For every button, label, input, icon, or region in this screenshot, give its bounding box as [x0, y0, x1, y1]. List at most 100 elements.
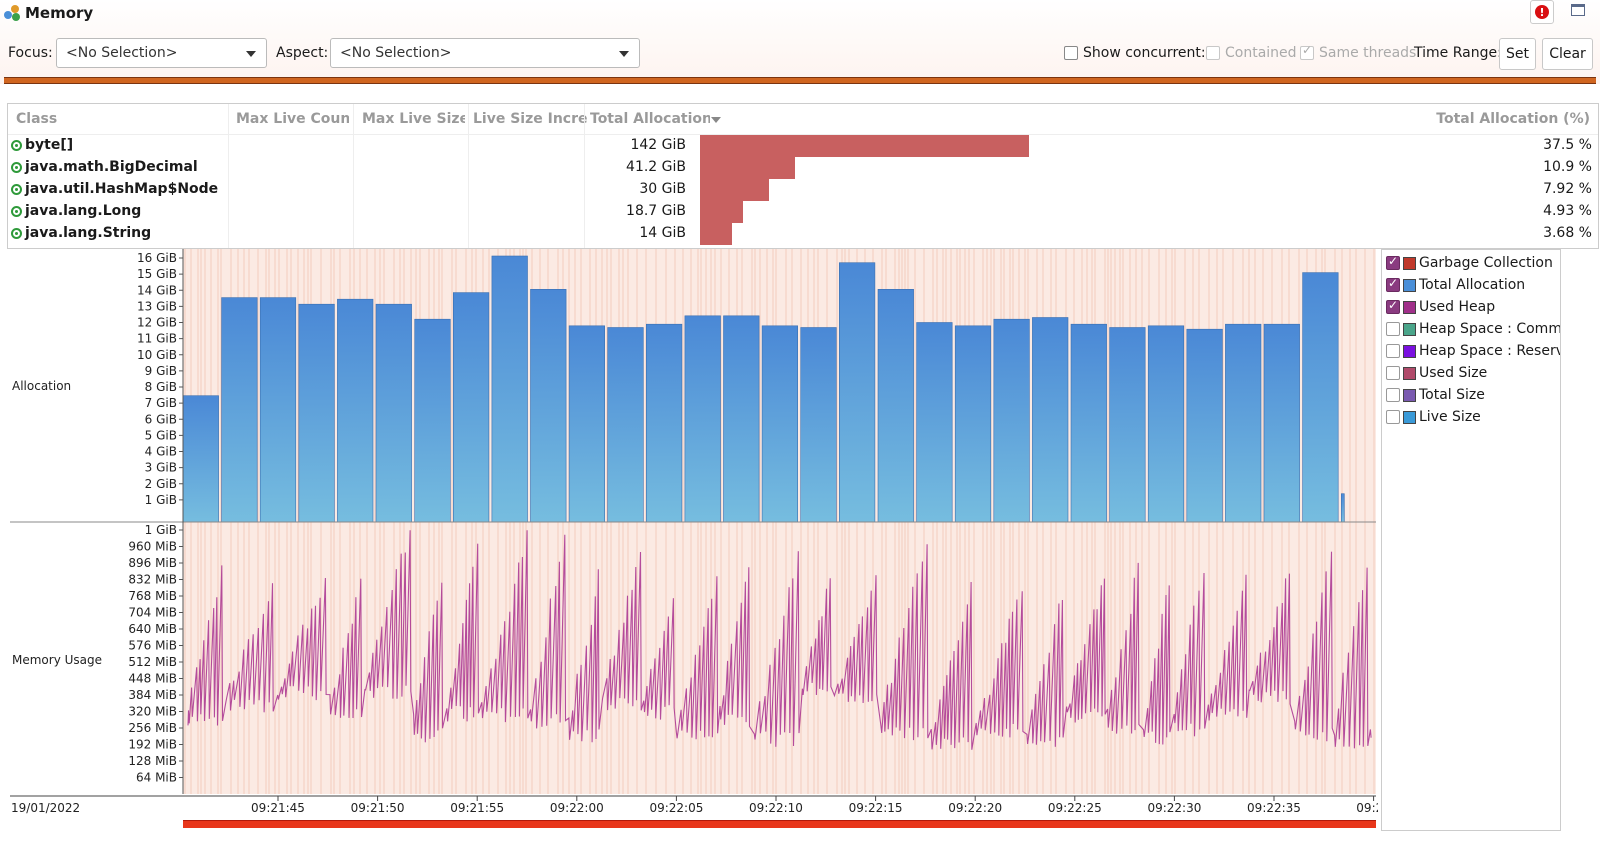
legend-item[interactable]: Total Size [1386, 385, 1485, 405]
legend-label: Heap Space : Reservec [1419, 343, 1560, 359]
legend-label: Heap Space : Committ [1419, 321, 1561, 337]
legend-item[interactable]: Live Size [1386, 407, 1481, 427]
legend-swatch [1403, 256, 1416, 270]
allocation-bar [452, 292, 490, 523]
time-range-bar[interactable] [183, 820, 1376, 828]
allocation-bar [414, 318, 451, 523]
chart-canvas[interactable]: 16 GiB 15 GiB 14 GiB 13 GiB 12 GiB 11 GiB 10 G… [10, 249, 1391, 831]
legend-item[interactable]: Heap Space : Reservec [1386, 341, 1560, 361]
total-allocation-pct: 37.5 % [1543, 137, 1592, 153]
column-total-allocation-pct[interactable]: Total Allocation (%) [1436, 111, 1590, 127]
table-row[interactable]: java.lang.String 14 GiB 3.68 % [8, 223, 1598, 245]
legend-item[interactable]: Garbage Collection [1386, 253, 1553, 273]
legend-checkbox[interactable] [1386, 322, 1400, 336]
mem-tick-label: 512 MiB [128, 655, 177, 669]
mem-tick-label: 320 MiB [128, 705, 177, 719]
focus-select[interactable]: <No Selection> [56, 38, 267, 68]
mem-tick-label: 896 MiB [128, 556, 177, 570]
x-tick-label: 09:21:45 [251, 801, 305, 815]
alloc-tick-label: 9 GiB [145, 364, 177, 378]
total-allocation-value: 41.2 GiB [626, 159, 686, 175]
toolbar: Memory ! Focus: <No Selection> Aspect: <… [0, 0, 1600, 84]
clear-button[interactable]: Clear [1542, 38, 1593, 70]
chart-legend: Garbage Collection Total Allocation Used H… [1381, 249, 1561, 831]
legend-label: Garbage Collection [1419, 255, 1553, 271]
class-icon [11, 139, 22, 151]
allocation-bar [1263, 323, 1300, 523]
mem-tick-label: 384 MiB [128, 688, 177, 702]
allocation-bar [877, 288, 914, 523]
column-class[interactable]: Class [16, 111, 58, 127]
legend-checkbox[interactable] [1386, 366, 1400, 380]
show-concurrent-checkbox[interactable] [1064, 46, 1078, 60]
class-name: java.lang.String [25, 225, 152, 241]
alloc-tick-label: 6 GiB [145, 412, 177, 426]
column-max-live-count[interactable]: Max Live Count [236, 111, 349, 127]
allocation-bar [993, 318, 1030, 523]
contained-checkbox[interactable] [1206, 46, 1220, 60]
mem-tick-label: 832 MiB [128, 573, 177, 587]
same-threads-checkbox[interactable] [1300, 43, 1314, 60]
legend-checkbox[interactable] [1386, 276, 1400, 292]
allocation-bar [723, 315, 760, 523]
allocation-bar [954, 325, 992, 523]
set-button[interactable]: Set [1499, 38, 1536, 70]
alloc-tick-label: 16 GiB [137, 251, 177, 265]
x-tick-label: 09:21:50 [351, 801, 405, 815]
allocation-bar [568, 325, 605, 523]
allocation-bar [607, 327, 644, 523]
x-tick-label: 09:22:10 [749, 801, 803, 815]
total-allocation-pct: 3.68 % [1543, 225, 1592, 241]
class-name-cell: java.lang.String [11, 225, 151, 241]
chevron-down-icon [619, 51, 629, 57]
alloc-tick-label: 15 GiB [137, 267, 177, 281]
allocation-bar [182, 395, 219, 523]
class-name-cell: java.lang.Long [11, 203, 141, 219]
legend-swatch [1403, 410, 1416, 424]
allocation-bar [337, 298, 374, 523]
legend-checkbox[interactable] [1386, 388, 1400, 402]
allocation-bar [916, 322, 953, 523]
legend-checkbox[interactable] [1386, 298, 1400, 314]
legend-swatch [1403, 344, 1416, 358]
table-header: Class Max Live Count Max Live Size Live … [8, 104, 1598, 135]
alloc-tick-label: 1 GiB [145, 493, 177, 507]
allocation-bar [221, 297, 258, 523]
legend-checkbox[interactable] [1386, 254, 1400, 270]
memory-chart[interactable]: 16 GiB 15 GiB 14 GiB 13 GiB 12 GiB 11 GiB 10 G… [10, 249, 1391, 831]
allocation-bar [1225, 323, 1262, 523]
legend-item[interactable]: Used Heap [1386, 297, 1495, 317]
table-row[interactable]: byte[] 142 GiB 37.5 % [8, 135, 1598, 157]
memory-icon [4, 4, 21, 22]
show-concurrent-label: Show concurrent: [1083, 45, 1206, 61]
table-row[interactable]: java.math.BigDecimal 41.2 GiB 10.9 % [8, 157, 1598, 179]
legend-swatch [1403, 278, 1416, 292]
x-tick-label: 09:22:35 [1247, 801, 1301, 815]
legend-checkbox[interactable] [1386, 410, 1400, 424]
legend-item[interactable]: Total Allocation [1386, 275, 1525, 295]
error-log-button[interactable]: ! [1530, 0, 1554, 24]
column-total-allocation[interactable]: Total Allocation [590, 111, 710, 127]
aspect-select[interactable]: <No Selection> [330, 38, 640, 68]
allocation-bar [1186, 328, 1223, 523]
column-max-live-size[interactable]: Max Live Size [362, 111, 465, 127]
column-live-size-increase[interactable]: Live Size Increa: [473, 111, 587, 127]
legend-item[interactable]: Heap Space : Committ [1386, 319, 1561, 339]
legend-item[interactable]: Used Size [1386, 363, 1487, 383]
legend-checkbox[interactable] [1386, 344, 1400, 358]
legend-label: Total Size [1419, 387, 1485, 403]
selection-range-bar[interactable] [4, 77, 1596, 84]
allocation-axis-label: Allocation [12, 379, 71, 393]
alloc-tick-label: 10 GiB [137, 348, 177, 362]
allocation-bar [375, 303, 412, 523]
sort-descending-icon [711, 117, 721, 123]
table-row[interactable]: java.lang.Long 18.7 GiB 4.93 % [8, 201, 1598, 223]
column-divider [468, 104, 469, 248]
alloc-tick-label: 8 GiB [145, 380, 177, 394]
alloc-tick-label: 11 GiB [137, 332, 177, 346]
x-tick-label: 09:22 [1356, 801, 1378, 815]
total-allocation-pct: 4.93 % [1543, 203, 1592, 219]
table-row[interactable]: java.util.HashMap$Node 30 GiB 7.92 % [8, 179, 1598, 201]
alloc-tick-label: 3 GiB [145, 461, 177, 475]
view-menu-button[interactable] [1571, 4, 1587, 18]
